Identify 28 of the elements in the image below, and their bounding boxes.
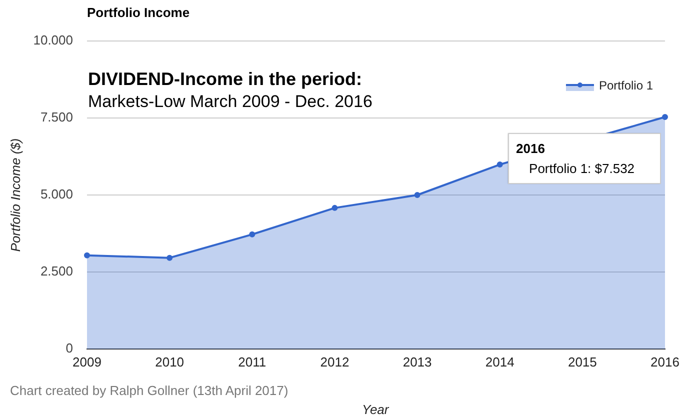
x-tick-label: 2009 — [72, 354, 102, 370]
x-tick-label: 2015 — [568, 354, 597, 370]
y-tick-label: 5.000 — [40, 186, 73, 202]
y-tick-label: 2.500 — [40, 264, 73, 279]
text: Chart created by Ralph Gollner (13th April 2017) — [10, 383, 288, 398]
point — [249, 231, 256, 238]
point — [414, 192, 420, 198]
y-tick-label: 7.500 — [40, 110, 73, 125]
chart-title: Portfolio Income — [87, 5, 190, 20]
y-tick-label: 10.000 — [33, 32, 73, 48]
point — [166, 254, 173, 261]
x-tick-label: 2014 — [485, 354, 514, 370]
annotation: Markets-Low March 2009 - Dec. 2016 — [88, 92, 372, 111]
point — [662, 114, 668, 120]
x-tick-label: 2012 — [320, 354, 350, 370]
x-axis-title: Year — [362, 402, 390, 417]
point — [332, 204, 338, 211]
x-tick-label: 2016 — [650, 354, 680, 370]
annotation: DIVIDEND-Income in the period: — [88, 69, 362, 89]
y-tick-label: 0 — [66, 340, 73, 356]
legend-label: Portfolio 1 — [598, 78, 654, 92]
y-axis-title: Portfolio Income ($) — [8, 138, 23, 252]
x-tick-label: 2013 — [402, 354, 432, 370]
point — [84, 252, 90, 258]
annotation: 2016 Portfolio 1: $7.532 — [516, 141, 635, 176]
point — [496, 162, 503, 168]
x-tick-label: 2010 — [155, 354, 184, 370]
x-tick-label: 2011 — [238, 354, 266, 370]
